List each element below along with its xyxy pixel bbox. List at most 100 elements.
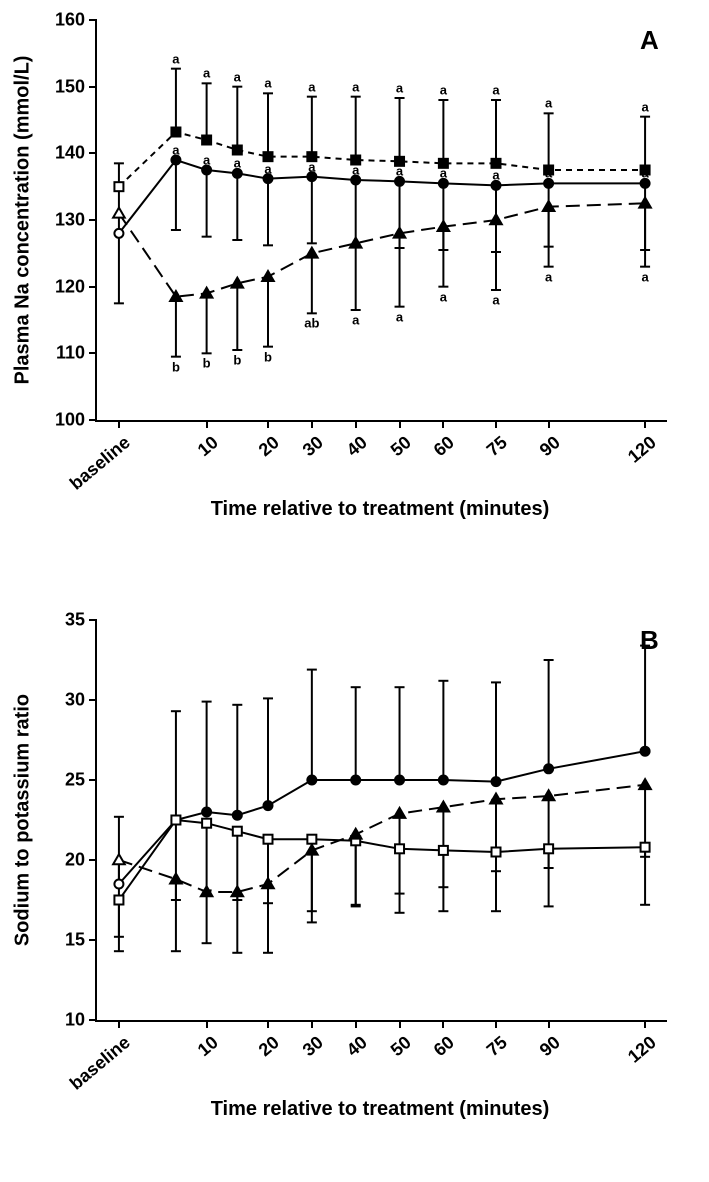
plot-area: 100110120130140150160baseline10203040506… (95, 20, 667, 422)
significance-label: a (172, 51, 179, 66)
x-tick-label: 60 (430, 432, 459, 461)
y-tick (89, 352, 97, 354)
y-axis-title: Sodium to potassium ratio (12, 694, 35, 946)
series-line (119, 785, 645, 892)
x-tick-label: 90 (535, 1032, 564, 1061)
x-tick (355, 420, 357, 428)
triangle-marker (639, 779, 651, 789)
plot-svg (97, 20, 667, 420)
x-tick-label: 20 (255, 432, 284, 461)
y-tick-label: 20 (65, 850, 85, 871)
significance-label: a (545, 269, 552, 284)
significance-label: a (492, 168, 499, 183)
x-tick-label: 50 (386, 1032, 415, 1061)
significance-label: a (264, 76, 271, 91)
triangle-marker (262, 878, 274, 888)
square-marker (439, 846, 448, 855)
square-marker (395, 844, 404, 853)
circle-marker (264, 801, 273, 810)
square-marker (233, 827, 242, 836)
significance-label: a (234, 69, 241, 84)
plot-svg (97, 620, 667, 1020)
triangle-marker (490, 214, 502, 224)
y-tick-label: 35 (65, 610, 85, 631)
circle-marker (641, 747, 650, 756)
square-marker (171, 816, 180, 825)
x-axis-title: Time relative to treatment (minutes) (95, 1098, 665, 1121)
x-tick (355, 1020, 357, 1028)
square-marker (492, 848, 501, 857)
y-tick-label: 130 (55, 210, 85, 231)
significance-label: a (308, 159, 315, 174)
significance-label: a (352, 313, 359, 328)
x-tick (644, 420, 646, 428)
circle-marker (439, 776, 448, 785)
series-line (119, 751, 645, 884)
square-marker (171, 128, 180, 137)
x-axis-title: Time relative to treatment (minutes) (95, 498, 665, 521)
significance-label: b (203, 356, 211, 371)
square-marker (264, 152, 273, 161)
y-tick-label: 15 (65, 930, 85, 951)
triangle-marker (394, 808, 406, 818)
x-tick (267, 1020, 269, 1028)
x-tick-label: 10 (193, 432, 222, 461)
y-tick (89, 699, 97, 701)
square-marker (233, 146, 242, 155)
x-tick (548, 420, 550, 428)
triangle-marker (113, 854, 125, 864)
x-tick-label: 75 (483, 1032, 512, 1061)
x-tick-label: 75 (483, 432, 512, 461)
significance-label: a (545, 96, 552, 111)
panel-letter: A (640, 25, 659, 56)
triangle-marker (262, 271, 274, 281)
x-tick (267, 420, 269, 428)
x-tick-label: 10 (193, 1032, 222, 1061)
significance-label: a (440, 83, 447, 98)
y-tick (89, 86, 97, 88)
x-tick (399, 1020, 401, 1028)
x-tick-label: baseline (66, 432, 135, 494)
triangle-marker (113, 208, 125, 218)
y-tick (89, 1019, 97, 1021)
significance-label: a (234, 156, 241, 171)
y-tick-label: 150 (55, 76, 85, 97)
y-tick (89, 939, 97, 941)
y-tick-label: 110 (56, 343, 85, 364)
significance-label: a (492, 293, 499, 308)
y-tick (89, 219, 97, 221)
significance-label: a (545, 166, 552, 181)
x-tick-label: 30 (298, 432, 327, 461)
significance-label: a (352, 163, 359, 178)
series-line (119, 203, 645, 296)
circle-marker (395, 776, 404, 785)
x-tick-label: baseline (66, 1032, 135, 1094)
triangle-marker (170, 874, 182, 884)
x-tick (442, 1020, 444, 1028)
significance-label: a (264, 161, 271, 176)
significance-label: a (396, 309, 403, 324)
y-tick-label: 25 (65, 770, 85, 791)
y-tick-label: 160 (55, 10, 85, 31)
x-tick-label: 40 (342, 1032, 371, 1061)
figure-container: 100110120130140150160baseline10203040506… (0, 0, 709, 1182)
significance-label: a (172, 143, 179, 158)
triangle-marker (438, 802, 450, 812)
x-tick (548, 1020, 550, 1028)
significance-label: a (440, 289, 447, 304)
significance-label: b (264, 349, 272, 364)
square-marker (307, 835, 316, 844)
circle-marker (114, 229, 123, 238)
x-tick (311, 420, 313, 428)
circle-marker (114, 880, 123, 889)
significance-label: a (492, 83, 499, 98)
significance-label: a (308, 79, 315, 94)
x-tick-label: 90 (535, 432, 564, 461)
significance-label: a (641, 99, 648, 114)
x-tick (495, 1020, 497, 1028)
x-tick (206, 420, 208, 428)
significance-label: ab (304, 316, 319, 331)
y-tick (89, 152, 97, 154)
square-marker (492, 159, 501, 168)
panel-letter: B (640, 625, 659, 656)
